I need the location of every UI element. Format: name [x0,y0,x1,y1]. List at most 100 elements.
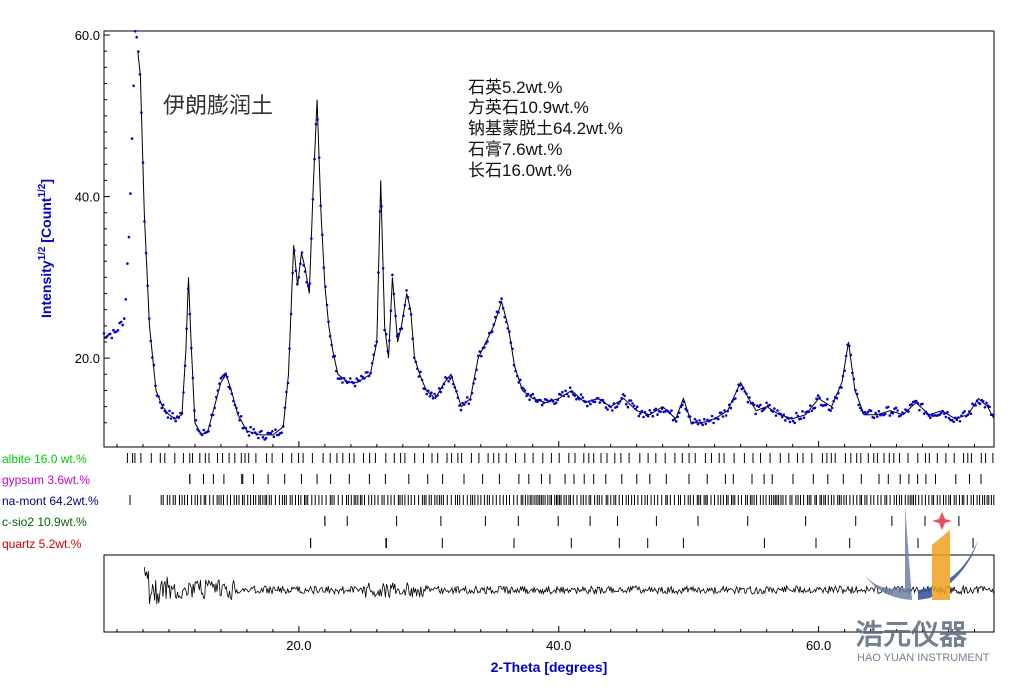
observed-point [609,405,612,409]
observed-point [151,356,154,359]
observed-point [659,410,662,413]
observed-point [211,413,215,417]
observed-point [907,410,910,413]
observed-point [564,389,567,393]
observed-point [795,411,798,415]
observed-point [480,354,483,358]
observed-point [157,395,160,398]
observed-point [656,413,659,416]
observed-point [342,376,346,380]
observed-point [648,409,651,412]
observed-point [389,309,393,313]
observed-point [413,356,416,360]
observed-point [441,386,444,389]
observed-point [469,398,472,401]
observed-point [674,420,678,423]
observed-point [455,389,458,393]
observed-point [450,375,454,379]
observed-point [688,415,692,418]
observed-point [423,387,427,391]
observed-point [943,412,946,416]
observed-point [161,403,165,407]
observed-point [478,350,482,353]
observed-point [269,432,273,435]
observed-point [483,346,486,349]
main-plot-area [102,30,995,441]
observed-point [813,406,817,410]
observed-point [154,384,157,388]
observed-point [425,392,429,396]
observed-point [372,353,376,357]
observed-point [274,428,277,432]
observed-point [790,416,793,420]
observed-point [486,340,489,343]
observed-point [650,411,653,415]
observed-point [314,122,318,126]
observed-point [603,401,606,405]
observed-point [681,403,684,407]
observed-point [508,330,511,334]
observed-point [721,415,725,418]
observed-point [896,409,899,412]
observed-point [272,435,276,439]
observed-point [325,303,329,307]
observed-point [533,396,536,400]
observed-point [717,417,720,421]
observed-point [341,381,344,384]
observed-point [925,412,929,415]
observed-point [946,410,949,414]
observed-point [955,418,959,422]
observed-point [565,392,569,396]
observed-point [369,371,372,375]
x-tick-label: 60.0 [806,638,831,653]
observed-point [975,399,979,403]
observed-point [347,380,351,384]
observed-point [497,311,500,314]
observed-point [366,371,369,374]
observed-point [213,406,216,410]
observed-point [202,428,206,432]
observed-point [127,235,131,239]
observed-point [542,401,545,405]
observed-point [232,399,235,403]
observed-point [751,401,754,405]
observed-point [660,407,664,410]
observed-point [854,388,857,392]
observed-point [678,411,681,415]
observed-point [668,411,672,415]
observed-point [586,404,589,408]
difference-line [143,567,994,605]
observed-point [112,328,115,332]
observed-point [968,410,971,413]
observed-point [229,387,232,391]
observed-point [171,411,174,415]
observed-point [843,369,846,373]
observed-point [983,406,987,409]
observed-point [255,432,259,436]
observed-point [384,332,388,336]
observed-point [858,406,862,410]
observed-point [562,394,566,398]
observed-point [377,271,380,274]
observed-point [405,289,408,292]
observed-point [810,409,814,413]
observed-point [573,394,577,398]
observed-point [158,401,162,404]
observed-point [545,398,549,402]
observed-point [902,412,906,415]
observed-point [514,369,517,373]
phase-label: c-sio2 10.9wt.% [2,515,87,529]
observed-point [506,327,510,330]
observed-point [160,406,163,410]
observed-point [924,410,927,414]
observed-point [490,330,494,334]
observed-point [698,419,701,422]
observed-point [752,403,756,407]
observed-point [841,374,845,378]
observed-point [757,405,761,409]
observed-point [224,372,227,376]
observed-point [682,400,686,404]
observed-point [512,363,516,367]
observed-point [559,393,563,397]
observed-point [863,410,867,414]
